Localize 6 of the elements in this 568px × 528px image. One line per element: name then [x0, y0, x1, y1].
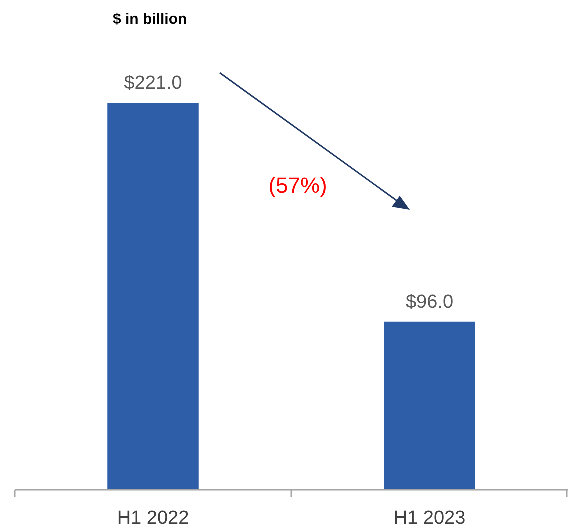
- x-tick-label: H1 2022: [117, 508, 190, 528]
- annotation: (57%): [268, 173, 328, 198]
- data-label: $221.0: [124, 73, 182, 94]
- data-label: $96.0: [406, 292, 454, 313]
- x-tick-label: H1 2023: [394, 508, 466, 528]
- chart-title: $ in billion: [113, 11, 188, 28]
